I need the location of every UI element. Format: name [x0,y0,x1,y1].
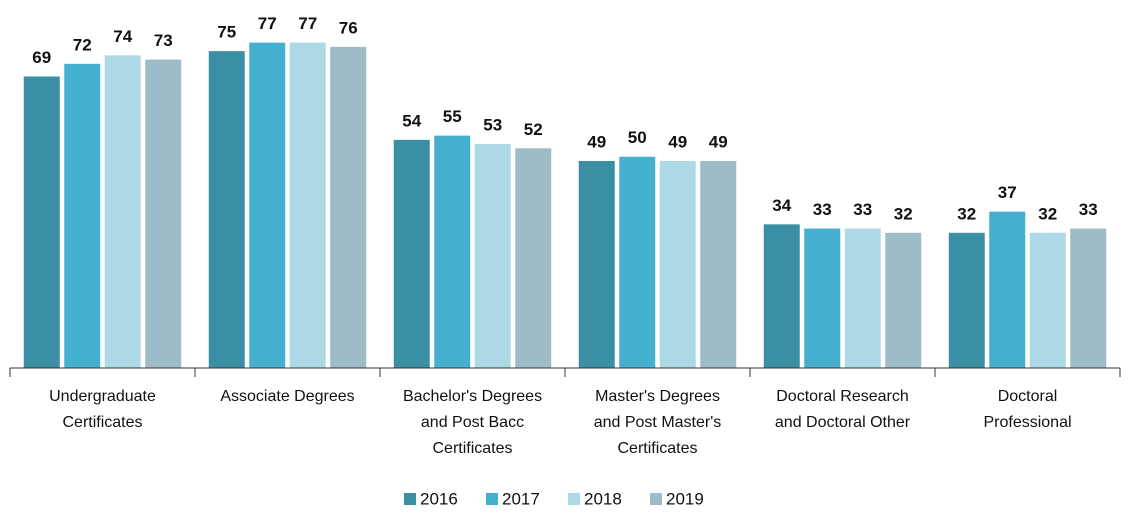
value-label: 77 [298,14,317,33]
category-label: Certificates [62,414,142,431]
category-label: Professional [983,414,1071,431]
category-label: Doctoral [998,388,1058,405]
bar [145,59,182,368]
value-label: 54 [402,111,421,130]
bar [474,144,511,368]
value-label: 72 [73,35,92,54]
bar [763,224,800,368]
value-label: 75 [217,23,236,42]
bar [989,211,1026,368]
category-label: and Post Master's [594,414,722,431]
bar [393,139,430,368]
value-label: 55 [443,107,462,126]
bar [1029,232,1066,368]
category-label: Bachelor's Degrees [403,388,542,405]
legend-swatch [404,493,416,505]
value-label: 49 [668,132,687,151]
bar [208,51,245,368]
bar [330,46,367,369]
bar [804,228,841,368]
value-label: 33 [853,200,872,219]
value-label: 53 [483,116,502,135]
category-label: Certificates [432,440,512,457]
bar [1070,228,1107,368]
bar [619,156,656,368]
bar [434,135,471,368]
value-label: 49 [709,132,728,151]
legend-swatch [568,493,580,505]
category-label: and Doctoral Other [775,414,911,431]
value-label: 33 [813,200,832,219]
category-label: Master's Degrees [595,388,720,405]
bar [700,160,737,368]
bar [64,63,101,369]
legend-label: 2019 [666,489,704,508]
value-label: 76 [339,18,358,37]
bar [659,160,696,368]
value-label: 32 [1038,204,1057,223]
value-label: 37 [998,183,1017,202]
legend-swatch [650,493,662,505]
category-label: Undergraduate [49,388,156,405]
bar [23,76,60,368]
category-label: Certificates [617,440,697,457]
value-label: 34 [772,196,791,215]
value-label: 74 [113,27,132,46]
bar [948,232,985,368]
value-label: 32 [957,204,976,223]
legend-label: 2018 [584,489,622,508]
legend-label: 2017 [502,489,540,508]
bar [578,160,615,368]
bar [104,55,141,368]
value-label: 69 [32,48,51,67]
legend-swatch [486,493,498,505]
value-label: 52 [524,120,543,139]
value-label: 50 [628,128,647,147]
value-label: 73 [154,31,173,50]
bar [844,228,881,368]
category-label: and Post Bacc [421,414,524,431]
legend-label: 2016 [420,489,458,508]
bar [885,232,922,368]
category-label: Doctoral Research [776,388,909,405]
category-label: Associate Degrees [220,388,354,405]
bar [249,42,286,369]
value-label: 32 [894,204,913,223]
bar [289,42,326,369]
bar [515,148,552,368]
value-label: 49 [587,132,606,151]
value-label: 33 [1079,200,1098,219]
value-label: 77 [258,14,277,33]
